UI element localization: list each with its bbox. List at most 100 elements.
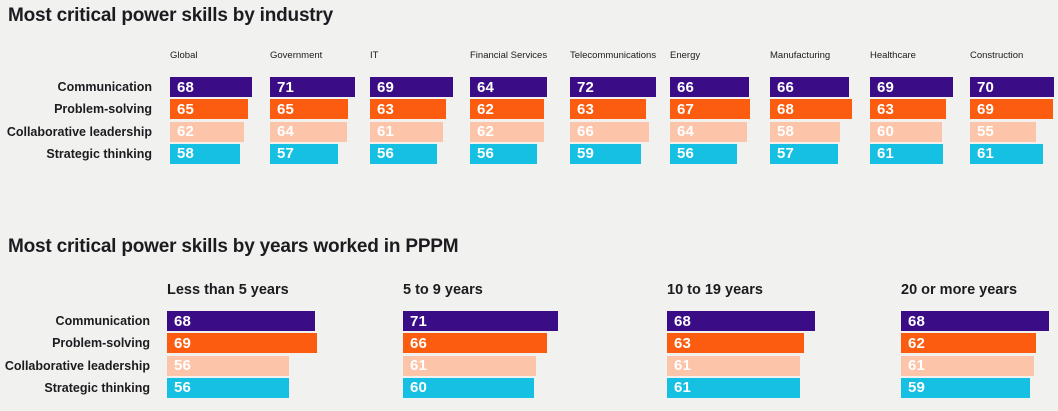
bar-value: 56 bbox=[377, 145, 395, 163]
bar-value: 56 bbox=[174, 379, 192, 397]
bar-value: 66 bbox=[777, 78, 795, 96]
bar-value: 61 bbox=[908, 357, 926, 375]
bar-value: 68 bbox=[777, 100, 795, 118]
bar-value: 68 bbox=[908, 312, 926, 330]
column-header: Healthcare bbox=[870, 50, 916, 61]
bar: 68 bbox=[770, 99, 852, 120]
row-label: Strategic thinking bbox=[46, 146, 152, 161]
bar: 59 bbox=[570, 143, 641, 164]
bar: 56 bbox=[670, 143, 738, 164]
pppm-chart-plot: Less than 5 years 5 to 9 years 10 to 19 ye… bbox=[0, 231, 1058, 411]
bar: 62 bbox=[470, 99, 545, 120]
bar-value: 59 bbox=[908, 379, 926, 397]
bar: 61 bbox=[901, 355, 1034, 376]
pppm-chart-section: Most critical power skills by years work… bbox=[0, 231, 1058, 411]
column-header: Construction bbox=[970, 50, 1024, 61]
industry-chart-section: Most critical power skills by industry G… bbox=[0, 0, 1058, 205]
bar: 68 bbox=[901, 311, 1050, 331]
row-label: Problem-solving bbox=[52, 336, 150, 351]
bar: 55 bbox=[970, 121, 1036, 142]
bar-value: 61 bbox=[410, 357, 428, 375]
bar-value: 68 bbox=[174, 312, 192, 330]
bar: 69 bbox=[870, 77, 953, 97]
bar-value: 60 bbox=[877, 123, 895, 141]
bar-value: 62 bbox=[477, 123, 495, 141]
bar: 62 bbox=[901, 333, 1037, 354]
bar-value: 67 bbox=[677, 100, 695, 118]
bar-value: 56 bbox=[477, 145, 495, 163]
bar: 61 bbox=[667, 377, 800, 398]
bar-value: 61 bbox=[674, 357, 692, 375]
bar: 69 bbox=[167, 333, 318, 354]
column-header: Less than 5 years bbox=[167, 282, 289, 298]
column-header: Telecommunications bbox=[570, 50, 657, 61]
row-label: Strategic thinking bbox=[44, 380, 150, 395]
bar-value: 66 bbox=[677, 78, 695, 96]
bar-value: 56 bbox=[677, 145, 695, 163]
bar-value: 71 bbox=[410, 312, 428, 330]
bar: 64 bbox=[270, 121, 347, 142]
bar: 69 bbox=[970, 99, 1053, 120]
bar: 63 bbox=[667, 333, 805, 354]
bar-value: 56 bbox=[174, 357, 192, 375]
bar: 62 bbox=[470, 121, 545, 142]
bar: 71 bbox=[403, 311, 558, 331]
pppm-chart-title: Most critical power skills by years work… bbox=[8, 236, 459, 257]
column-header: Global bbox=[170, 50, 198, 61]
bar: 72 bbox=[570, 77, 657, 97]
bar-value: 68 bbox=[674, 312, 692, 330]
bar-value: 62 bbox=[477, 100, 495, 118]
bar-value: 62 bbox=[177, 123, 195, 141]
bar: 62 bbox=[170, 121, 245, 142]
column-header: IT bbox=[370, 50, 379, 61]
bar: 58 bbox=[770, 121, 840, 142]
bar: 61 bbox=[970, 143, 1044, 164]
bar-value: 64 bbox=[277, 123, 295, 141]
bar: 63 bbox=[370, 99, 446, 120]
bar-value: 64 bbox=[477, 78, 495, 96]
bar-value: 61 bbox=[977, 145, 995, 163]
bar: 63 bbox=[870, 99, 946, 120]
bar-value: 69 bbox=[174, 334, 192, 352]
industry-chart-title: Most critical power skills by industry bbox=[8, 5, 333, 26]
column-header: 20 or more years bbox=[901, 282, 1018, 298]
column-header: Financial Services bbox=[470, 50, 548, 61]
bar: 64 bbox=[470, 77, 547, 97]
bar: 60 bbox=[870, 121, 942, 142]
bar: 66 bbox=[670, 77, 750, 97]
bar: 61 bbox=[370, 121, 444, 142]
bar: 61 bbox=[403, 355, 536, 376]
bar: 71 bbox=[270, 77, 356, 97]
bar: 56 bbox=[167, 377, 290, 398]
bar: 58 bbox=[170, 143, 240, 164]
row-label: Collaborative leadership bbox=[6, 124, 152, 139]
bar: 66 bbox=[403, 333, 547, 354]
bar-value: 72 bbox=[577, 78, 595, 96]
row-label: Collaborative leadership bbox=[4, 358, 150, 373]
bar: 68 bbox=[667, 311, 816, 331]
column-header: Government bbox=[270, 50, 323, 61]
bar-value: 66 bbox=[410, 334, 428, 352]
bar: 65 bbox=[170, 99, 248, 120]
bar-value: 69 bbox=[877, 78, 895, 96]
bar: 60 bbox=[403, 377, 534, 398]
bar-value: 62 bbox=[908, 334, 926, 352]
bar-value: 61 bbox=[674, 379, 692, 397]
bar: 57 bbox=[270, 143, 339, 164]
bar: 56 bbox=[167, 355, 290, 376]
column-header: Manufacturing bbox=[770, 50, 831, 61]
bar: 57 bbox=[770, 143, 839, 164]
bar: 68 bbox=[167, 311, 316, 331]
bar-value: 58 bbox=[177, 145, 195, 163]
column-header: 10 to 19 years bbox=[667, 282, 763, 298]
bar-value: 66 bbox=[577, 123, 595, 141]
bar-value: 63 bbox=[577, 100, 595, 118]
bar-value: 63 bbox=[674, 334, 692, 352]
row-label: Communication bbox=[55, 314, 150, 328]
bar: 64 bbox=[670, 121, 747, 142]
bar: 67 bbox=[670, 99, 751, 120]
bar: 70 bbox=[970, 77, 1054, 97]
column-header: Energy bbox=[670, 50, 701, 61]
bar: 66 bbox=[570, 121, 650, 142]
